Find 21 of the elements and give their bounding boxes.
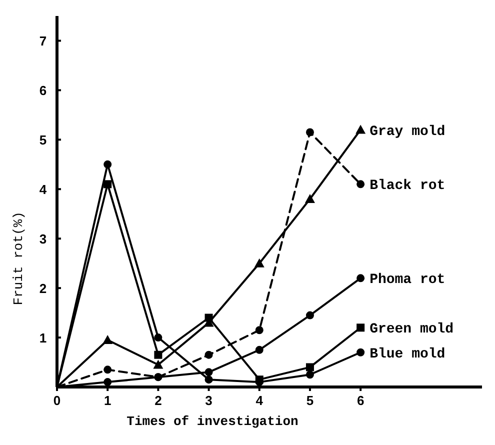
series-label: Phoma rot <box>370 272 446 288</box>
x-axis-title: Times of investigation <box>126 414 299 429</box>
series-label: Gray mold <box>370 124 446 140</box>
x-tick-label: 0 <box>53 393 61 408</box>
series-label: Blue mold <box>370 346 446 362</box>
y-tick-label: 3 <box>39 232 47 247</box>
x-tick-label: 3 <box>205 393 212 408</box>
y-tick-label: 1 <box>39 330 47 346</box>
y-axis-title: Fruit rot(%) <box>11 212 26 306</box>
y-tick-label: 7 <box>39 34 47 49</box>
y-tick-label: 5 <box>39 132 47 148</box>
series-label: Black rot <box>370 178 446 194</box>
y-tick-label: 6 <box>39 83 47 98</box>
x-tick-label: 4 <box>256 393 264 408</box>
y-tick-label: 2 <box>39 281 47 296</box>
x-tick-label: 1 <box>104 393 112 408</box>
y-tick-label: 4 <box>39 182 48 198</box>
x-tick-label: 5 <box>306 393 314 408</box>
x-tick-label: 6 <box>356 393 364 408</box>
x-tick-label: 2 <box>154 393 162 408</box>
series-label: Green mold <box>370 322 454 338</box>
